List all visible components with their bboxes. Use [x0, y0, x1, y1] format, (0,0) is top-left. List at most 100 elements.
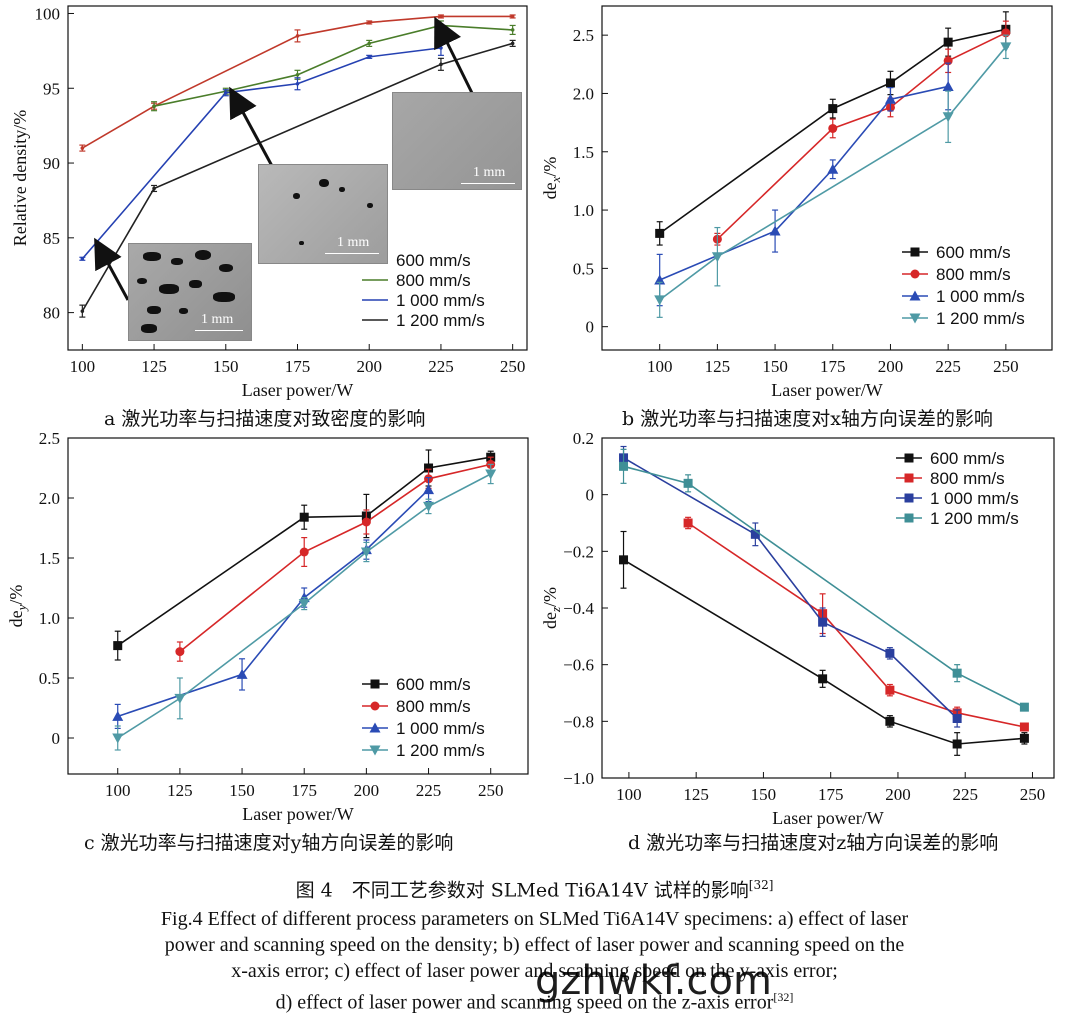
data-point [295, 73, 300, 77]
series-600-mm/s [619, 530, 1029, 756]
series-800-mm/s [175, 456, 496, 662]
data-point [360, 547, 372, 558]
data-point [885, 648, 895, 658]
pore-blob [299, 241, 304, 245]
series-line [623, 559, 1025, 745]
data-point [299, 512, 309, 522]
series-line [179, 463, 491, 653]
y-tick-label: 95 [43, 79, 60, 98]
data-point [80, 146, 85, 150]
data-point [367, 41, 372, 46]
data-point [295, 34, 300, 38]
legend-marker [369, 745, 381, 756]
chart-c-svg: 100 125 150 175 200 225 250 0 0.5 1.0 1.5 2.0 2.5 Las… [6, 429, 529, 824]
data-point [80, 256, 85, 261]
pore-blob [293, 193, 300, 199]
subcaption-c: c 激光功率与扫描速度对y轴方向误差的影响 [84, 832, 454, 854]
legend-marker [904, 473, 914, 483]
legend-label: 1 000 mm/s [936, 287, 1025, 306]
y-tick-label: −0.4 [563, 599, 594, 618]
series-1-200-mm/s [112, 463, 497, 751]
inset-scale-bar [461, 183, 515, 184]
x-tick-label: 175 [291, 781, 317, 800]
inset-scale-bar [195, 330, 243, 331]
data-point [510, 28, 515, 32]
chart-d-svg: 100 125 150 175 200 225 250 −1.0 −0.8 −0.6 −0.4 −0.… [540, 429, 1055, 828]
y-axis-label-sub: y [14, 604, 29, 612]
y-tick-label: 2.0 [573, 84, 594, 103]
x-tick-label: 250 [500, 357, 526, 376]
y-axis-label-unit: /% [540, 587, 560, 607]
inset-scale-label: 1 mm [473, 165, 506, 180]
data-point [769, 225, 781, 236]
series-line [117, 489, 430, 718]
caption-cn-ref: [32] [748, 878, 774, 892]
chart-a-svg: 100 125 150 175 200 225 250 80 85 90 95 100 Laser po… [10, 4, 528, 400]
x-tick-label: 175 [285, 357, 311, 376]
data-point [223, 90, 228, 95]
y-axis-label-unit: /% [540, 157, 560, 177]
figure-caption-en-line2: power and scanning speed on the density;… [164, 934, 905, 956]
chart-b: 100 125 150 175 200 225 250 0 0.5 1.0 1.5 2.0 2.5 Las… [534, 0, 1069, 400]
data-point [295, 81, 300, 86]
data-point [952, 714, 962, 723]
x-axis-label: Laser power/W [242, 380, 353, 400]
y-axis-label-main: de [6, 610, 26, 627]
series-1-000-mm/s [79, 39, 444, 261]
x-tick-label: 125 [141, 357, 167, 376]
subcaption-a: a 激光功率与扫描速度对致密度的影响 [104, 408, 426, 430]
pore-blob [159, 284, 179, 294]
data-point [423, 484, 435, 495]
x-tick-label: 250 [478, 781, 504, 800]
x-tick-label: 125 [705, 357, 731, 376]
y-tick-label: 0.2 [573, 429, 594, 448]
data-point [818, 674, 828, 684]
data-point [174, 693, 186, 704]
pore-blob [189, 280, 202, 288]
caption-en-line4-text: d) effect of laser power and scanning sp… [275, 991, 774, 1014]
legend-marker [904, 513, 914, 523]
y-tick-label: 90 [43, 154, 60, 173]
x-tick-label: 100 [647, 357, 673, 376]
data-point [510, 41, 515, 46]
data-point [1019, 722, 1029, 732]
y-axis-label-main: de [540, 182, 560, 199]
x-tick-label: 225 [416, 781, 442, 800]
y-tick-label: −0.2 [563, 542, 594, 561]
pore-blob [179, 308, 188, 314]
data-point [236, 668, 248, 679]
data-point [952, 739, 962, 749]
legend-label: 1 200 mm/s [396, 311, 485, 330]
legend-label: 800 mm/s [936, 265, 1011, 284]
data-point [818, 617, 828, 627]
legend-label: 800 mm/s [396, 271, 471, 290]
y-tick-label: 2.0 [39, 489, 60, 508]
pore-blob [213, 292, 235, 302]
micrograph-inset-225w: 1 mm [392, 92, 522, 190]
legend-marker [370, 701, 380, 711]
subcaption-b: b 激光功率与扫描速度对x轴方向误差的影响 [622, 408, 993, 430]
series-1-000-mm/s [112, 476, 435, 729]
pore-blob [137, 278, 147, 284]
y-axis-label-sub: x [548, 176, 563, 183]
data-point [439, 46, 443, 50]
legend-label: 800 mm/s [396, 697, 471, 716]
y-tick-label: 1.5 [39, 549, 60, 568]
legend-label: 1 000 mm/s [396, 719, 485, 738]
callout-arrow [434, 16, 474, 94]
inset-scale-label: 1 mm [337, 235, 370, 250]
data-point [654, 295, 666, 306]
y-tick-label: −0.8 [563, 712, 594, 731]
x-tick-label: 100 [105, 781, 131, 800]
data-point [152, 186, 156, 191]
x-tick-label: 150 [751, 785, 777, 804]
data-point [711, 252, 723, 263]
series-line [659, 46, 1007, 301]
data-point [439, 14, 443, 19]
y-tick-label: 0.5 [39, 669, 60, 688]
x-axis-label: Laser power/W [242, 804, 353, 824]
series-line [716, 32, 1007, 240]
y-axis-label: dey/% [6, 585, 29, 628]
x-tick-label: 150 [213, 357, 239, 376]
legend-marker [909, 313, 921, 324]
